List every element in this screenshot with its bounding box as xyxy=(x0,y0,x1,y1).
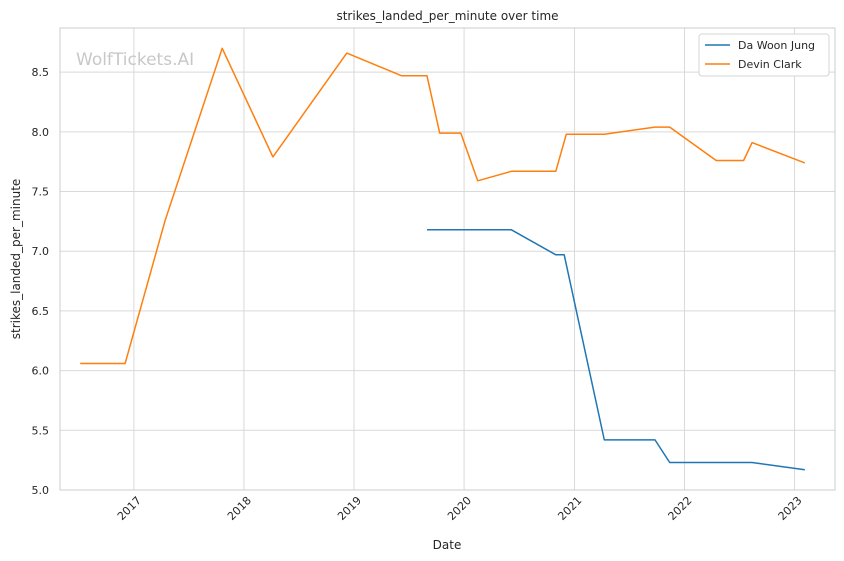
legend-box xyxy=(698,33,830,77)
legend-label: Devin Clark xyxy=(738,58,802,71)
y-tick-labels: 5.0 5.5 6.0 6.5 7.0 7.5 8.0 8.5 xyxy=(32,66,50,497)
legend: Da Woon Jung Devin Clark xyxy=(698,33,830,77)
series-line-devin-clark xyxy=(80,47,806,365)
y-tick-label: 8.5 xyxy=(32,66,50,79)
y-tick-label: 6.5 xyxy=(32,305,50,318)
legend-label: Da Woon Jung xyxy=(738,39,815,52)
chart-title: strikes_landed_per_minute over time xyxy=(336,9,558,23)
watermark-text: WolfTickets.AI xyxy=(76,50,194,70)
y-tick-label: 5.0 xyxy=(32,484,50,497)
plot-area-frame xyxy=(59,27,836,491)
y-tick-label: 5.5 xyxy=(32,424,50,437)
y-tick-label: 6.0 xyxy=(32,365,50,378)
x-axis-label: Date xyxy=(433,538,462,552)
y-tick-label: 7.0 xyxy=(32,245,50,258)
grid xyxy=(60,28,835,491)
y-tick-label: 8.0 xyxy=(32,126,50,139)
y-tick-label: 7.5 xyxy=(32,186,50,199)
series-line-da-woon-jung xyxy=(427,229,805,471)
y-axis-label: strikes_landed_per_minute xyxy=(9,179,23,340)
series-layer xyxy=(80,47,806,471)
